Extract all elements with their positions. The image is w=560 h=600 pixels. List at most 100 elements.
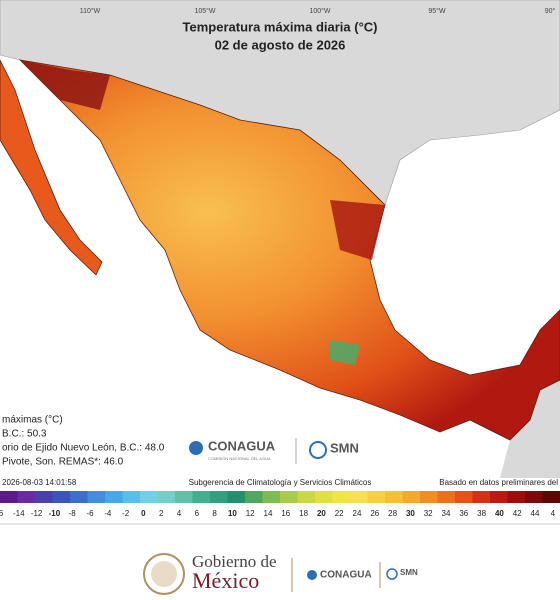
colorbar-segment bbox=[245, 491, 263, 503]
colorbar-segment bbox=[210, 491, 228, 503]
colorbar-label: 20 bbox=[317, 509, 326, 518]
colorbar-label: 2 bbox=[159, 509, 164, 518]
colorbar-label: 18 bbox=[299, 509, 308, 518]
colorbar-label: -10 bbox=[49, 509, 61, 518]
title: Temperatura máxima diaria (°C) bbox=[183, 19, 378, 34]
hot-spot-tamaulipas bbox=[330, 200, 385, 260]
colorbar-segment bbox=[122, 491, 141, 503]
legend-text: Pivote, Son. REMAS*: 46.0 bbox=[2, 457, 124, 468]
gobierno-emblem-inner bbox=[151, 561, 177, 587]
colorbar-segment bbox=[175, 491, 193, 503]
colorbar-label: 40 bbox=[495, 509, 504, 518]
colorbar-label: 36 bbox=[459, 509, 468, 518]
timestamp: 2026-08-03 14:01:58 bbox=[2, 478, 77, 487]
colorbar-segment bbox=[87, 491, 106, 503]
colorbar-label: 6 bbox=[195, 509, 200, 518]
colorbar-segment bbox=[455, 491, 473, 503]
conagua-icon bbox=[189, 441, 203, 455]
longitude-label: 105°W bbox=[194, 7, 215, 15]
colorbar-label: 38 bbox=[477, 509, 486, 518]
colorbar-label: 8 bbox=[212, 509, 217, 518]
longitude-label: 100°W bbox=[309, 7, 330, 15]
hot-spot-northwest bbox=[20, 60, 110, 110]
gobierno-text: Gobierno de bbox=[192, 552, 277, 571]
colorbar-label: 30 bbox=[406, 509, 415, 518]
footer-conagua-icon bbox=[307, 570, 317, 580]
legend-text: orio de Ejido Nuevo León, B.C.: 48.0 bbox=[2, 443, 165, 454]
subtitle: 02 de agosto de 2026 bbox=[215, 37, 346, 52]
longitude-label: 95°W bbox=[428, 7, 446, 15]
gobierno-emblem bbox=[143, 553, 185, 595]
colorbar-label: 4 bbox=[551, 509, 556, 518]
colorbar-segment bbox=[192, 491, 211, 503]
cool-spot-center bbox=[330, 340, 360, 365]
credit: Subgerencia de Climatología y Servicios … bbox=[189, 478, 372, 487]
colorbar-segment bbox=[35, 491, 53, 503]
longitude-label: 110°W bbox=[80, 7, 101, 15]
colorbar-segment bbox=[437, 491, 456, 503]
colorbar-label: 34 bbox=[442, 509, 451, 518]
legend-box bbox=[0, 412, 190, 474]
colorbar-segment bbox=[140, 491, 158, 503]
baja-california bbox=[0, 59, 103, 276]
colorbar-label: 4 bbox=[177, 509, 182, 518]
colorbar-label: 26 bbox=[370, 509, 379, 518]
colorbar-label: -14 bbox=[13, 509, 25, 518]
colorbar-label: 28 bbox=[388, 509, 397, 518]
colorbar-segment bbox=[105, 491, 123, 503]
longitude-labels: 110°W 105°W 100°W 95°W 90° bbox=[80, 7, 556, 15]
colorbar-segment bbox=[367, 491, 386, 503]
logo-box bbox=[304, 436, 364, 466]
footer-conagua: CONAGUA bbox=[320, 570, 372, 581]
colorbar-segment bbox=[507, 491, 526, 503]
colorbar-label: 24 bbox=[353, 509, 362, 518]
legend-text: máximas (°C) bbox=[2, 415, 63, 426]
colorbar-label: 0 bbox=[141, 509, 146, 518]
colorbar-segment bbox=[0, 491, 18, 503]
colorbar-segment bbox=[332, 491, 351, 503]
colorbar-segment bbox=[262, 491, 281, 503]
colorbar-label: 12 bbox=[246, 509, 255, 518]
mexico-text: México bbox=[192, 568, 259, 593]
colorbar-label: 42 bbox=[513, 509, 522, 518]
footer-smn: SMN bbox=[400, 568, 418, 577]
colorbar-label: -2 bbox=[122, 509, 130, 518]
colorbar-segment bbox=[315, 491, 333, 503]
colorbar-label: 16 bbox=[281, 509, 290, 518]
colorbar-segment bbox=[52, 491, 71, 503]
colorbar-label: -12 bbox=[31, 509, 43, 518]
colorbar-label: 10 bbox=[228, 509, 237, 518]
mexico-mainland bbox=[18, 59, 560, 441]
colorbar-segment bbox=[385, 491, 403, 503]
colorbar-label: 6 bbox=[0, 509, 4, 518]
colorbar-segment bbox=[525, 491, 543, 503]
note: Basado en datos preliminares del bbox=[439, 478, 558, 487]
colorbar-segment bbox=[227, 491, 246, 503]
colorbar-segment bbox=[490, 491, 508, 503]
colorbar: 6 -14 -12 -10 -8 -6 -4 -2 0 2 4 6 8 10 12 14 16 18 20 22 24 2… bbox=[0, 491, 560, 518]
colorbar-segment bbox=[542, 491, 560, 503]
colorbar-label: -4 bbox=[104, 509, 112, 518]
colorbar-segment bbox=[280, 491, 298, 503]
longitude-label: 90° bbox=[545, 7, 556, 15]
colorbar-label: -6 bbox=[86, 509, 94, 518]
colorbar-segment bbox=[472, 491, 491, 503]
colorbar-segment bbox=[350, 491, 368, 503]
colorbar-label: 22 bbox=[335, 509, 344, 518]
conagua-sub: COMISIÓN NACIONAL DEL AGUA bbox=[208, 456, 271, 461]
colorbar-segment bbox=[420, 491, 438, 503]
colorbar-label: -8 bbox=[69, 509, 77, 518]
smn-icon bbox=[309, 441, 327, 459]
conagua-logo: CONAGUA bbox=[208, 438, 276, 453]
colorbar-segment bbox=[402, 491, 421, 503]
footer-smn-icon bbox=[386, 568, 398, 580]
smn-logo: SMN bbox=[330, 440, 359, 455]
colorbar-segment bbox=[297, 491, 316, 503]
central-america-land bbox=[500, 380, 560, 478]
colorbar-segment bbox=[70, 491, 88, 503]
colorbar-label: 14 bbox=[264, 509, 273, 518]
legend-text: B.C.: 50.3 bbox=[2, 429, 47, 440]
colorbar-label: 32 bbox=[424, 509, 433, 518]
